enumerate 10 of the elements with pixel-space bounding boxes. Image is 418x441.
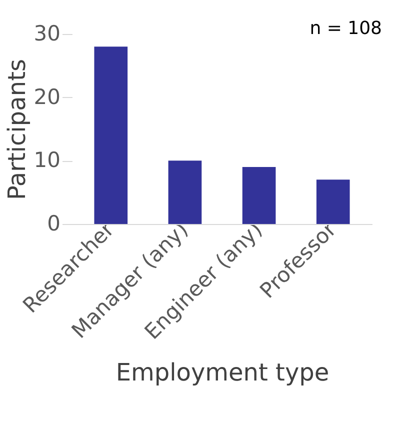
annotation: n = 108 <box>310 18 382 39</box>
bar <box>316 180 350 224</box>
bar <box>94 46 128 224</box>
y-tick-label: 30 <box>34 22 60 46</box>
bar <box>242 167 276 224</box>
bar <box>168 160 202 224</box>
y-tick-label: 10 <box>34 148 60 172</box>
y-axis-title: Participants <box>2 59 31 200</box>
y-tick-label: 20 <box>34 84 60 109</box>
x-axis-title: Employment type <box>116 358 330 386</box>
